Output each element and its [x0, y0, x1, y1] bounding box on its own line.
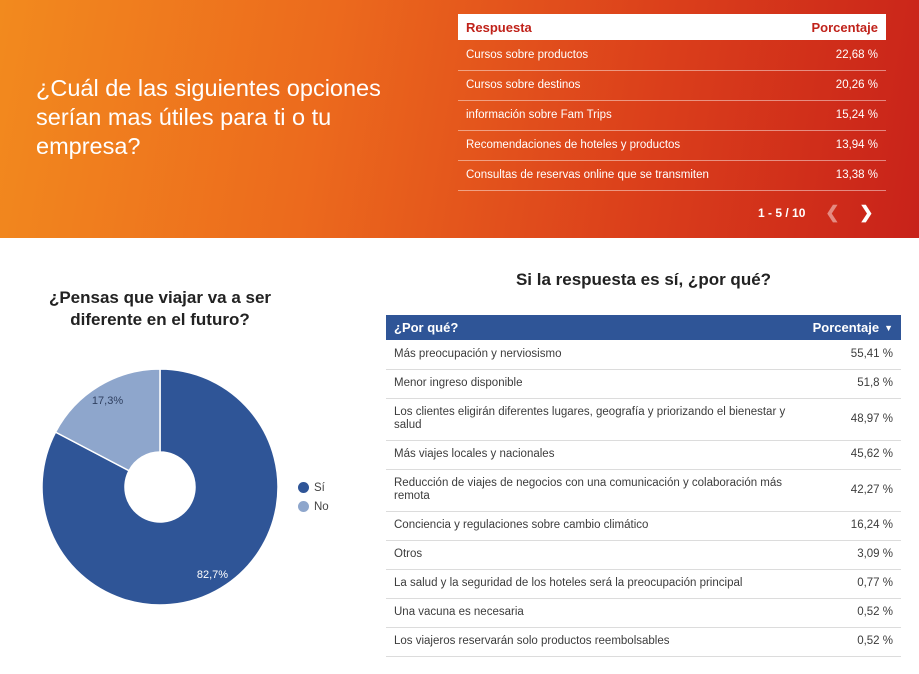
top-table-header: Respuesta Porcentaje — [458, 14, 886, 40]
sort-down-icon[interactable]: ▼ — [884, 323, 893, 333]
table-row: Reducción de viajes de negocios con una … — [386, 469, 901, 512]
top-table-col-label[interactable]: Respuesta — [458, 14, 783, 40]
why-table: ¿Por qué? Porcentaje ▼ Más preocupación y… — [386, 315, 901, 657]
table-row: Conciencia y regulaciones sobre cambio c… — [386, 511, 901, 541]
cell-pct: 0,77 % — [804, 569, 901, 599]
pagination-range: 1 - 5 / 10 — [758, 206, 806, 220]
cell-label: Una vacuna es necesaria — [386, 598, 805, 628]
cell-pct: 0,52 % — [804, 598, 901, 628]
table-row: Los viajeros reservarán solo productos r… — [386, 627, 901, 657]
cell-pct: 48,97 % — [804, 398, 901, 441]
table-row: Más viajes locales y nacionales 45,62 % — [386, 440, 901, 470]
table-row: Otros 3,09 % — [386, 540, 901, 570]
legend-item[interactable]: No — [298, 497, 329, 516]
top-table-col-pct[interactable]: Porcentaje — [782, 14, 886, 40]
cell-label: información sobre Fam Trips — [458, 100, 783, 131]
cell-label: Cursos sobre destinos — [458, 70, 783, 101]
cell-pct: 13,94 % — [782, 130, 886, 161]
why-col-pct-label: Porcentaje — [812, 320, 880, 335]
legend-label: Sí — [314, 481, 325, 494]
cell-pct: 16,24 % — [804, 511, 901, 541]
legend-item[interactable]: Sí — [298, 478, 329, 497]
cell-label: Reducción de viajes de negocios con una … — [386, 469, 805, 512]
cell-label: Más viajes locales y nacionales — [386, 440, 805, 470]
table-row: Cursos sobre destinos 20,26 % — [458, 70, 886, 101]
banner: ¿Cuál de las siguientes opciones serían … — [0, 0, 919, 238]
donut-slice-1[interactable] — [54, 368, 161, 472]
slice-value-label: 17,3% — [92, 395, 123, 407]
legend-swatch — [298, 482, 309, 493]
cell-pct: 3,09 % — [804, 540, 901, 570]
cell-label: Otros — [386, 540, 805, 570]
chevron-left-icon[interactable]: ❮ — [825, 203, 840, 222]
table-row: La salud y la seguridad de los hoteles s… — [386, 569, 901, 599]
why-title: Si la respuesta es sí, ¿por qué? — [515, 270, 772, 289]
cell-pct: 0,52 % — [804, 627, 901, 657]
legend-label: No — [314, 500, 329, 513]
donut-chart: 82,7% 17,3% — [41, 368, 279, 606]
cell-pct: 45,62 % — [804, 440, 901, 470]
table-row: Menor ingreso disponible 51,8 % — [386, 369, 901, 399]
chevron-right-icon[interactable]: ❯ — [859, 203, 874, 222]
cell-pct: 13,38 % — [782, 160, 886, 191]
top-table: Respuesta Porcentaje Cursos sobre produc… — [458, 14, 886, 191]
cell-label: Consultas de reservas online que se tran… — [458, 160, 783, 191]
table-row: Consultas de reservas online que se tran… — [458, 160, 886, 191]
cell-label: Conciencia y regulaciones sobre cambio c… — [386, 511, 805, 541]
cell-pct: 55,41 % — [804, 340, 901, 370]
chart-legend: Sí No — [298, 478, 329, 516]
legend-swatch — [298, 501, 309, 512]
banner-question: ¿Cuál de las siguientes opciones serían … — [36, 75, 381, 159]
chart-title: ¿Pensas que viajar va a ser diferente en… — [48, 288, 272, 329]
slice-value-label: 82,7% — [197, 569, 228, 581]
table-row: Cursos sobre productos 22,68 % — [458, 40, 886, 71]
cell-label: Los clientes eligirán diferentes lugares… — [386, 398, 805, 441]
cell-label: Menor ingreso disponible — [386, 369, 805, 399]
cell-pct: 15,24 % — [782, 100, 886, 131]
table-row: Más preocupación y nerviosismo 55,41 % — [386, 340, 901, 370]
cell-label: Los viajeros reservarán solo productos r… — [386, 627, 805, 657]
table-row: información sobre Fam Trips 15,24 % — [458, 100, 886, 131]
cell-label: Más preocupación y nerviosismo — [386, 340, 805, 370]
cell-pct: 20,26 % — [782, 70, 886, 101]
cell-label: La salud y la seguridad de los hoteles s… — [386, 569, 805, 599]
donut-slice-0[interactable] — [41, 368, 279, 606]
table-row: Los clientes eligirán diferentes lugares… — [386, 398, 901, 441]
cell-pct: 51,8 % — [804, 369, 901, 399]
why-table-header: ¿Por qué? Porcentaje ▼ — [386, 315, 901, 340]
table-row: Una vacuna es necesaria 0,52 % — [386, 598, 901, 628]
why-col-pct[interactable]: Porcentaje ▼ — [804, 315, 901, 340]
cell-pct: 22,68 % — [782, 40, 886, 71]
why-col-label[interactable]: ¿Por qué? — [386, 315, 805, 340]
table-row: Recomendaciones de hoteles y productos 1… — [458, 130, 886, 161]
cell-label: Recomendaciones de hoteles y productos — [458, 130, 783, 161]
cell-label: Cursos sobre productos — [458, 40, 783, 71]
pagination: 1 - 5 / 10 ❮ ❯ — [758, 203, 879, 223]
cell-pct: 42,27 % — [804, 469, 901, 512]
